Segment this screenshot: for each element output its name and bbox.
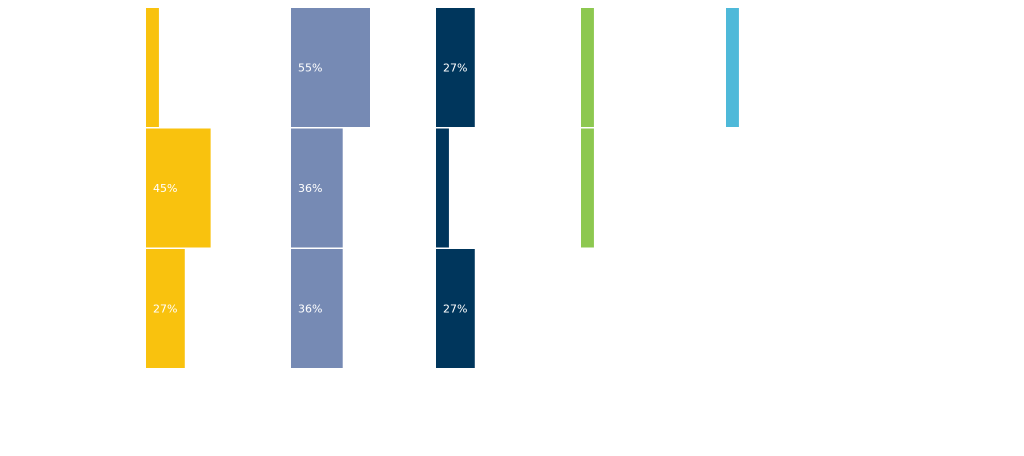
bar-panel1-row1 <box>146 8 159 127</box>
data-label-panel1-row2: 45% <box>153 182 177 195</box>
data-label-panel1-row3: 27% <box>153 303 177 316</box>
bar-panel2-row2 <box>291 128 343 248</box>
data-label-panel2-row1: 55% <box>298 62 322 75</box>
bar-panel2-row3 <box>291 249 343 368</box>
bar-panel4-row2 <box>581 128 594 248</box>
data-label-panel2-row2: 36% <box>298 182 322 195</box>
bar-panel2-row1 <box>291 8 370 127</box>
bar-panel4-row1 <box>581 8 594 127</box>
data-label-panel2-row3: 36% <box>298 303 322 316</box>
data-label-panel3-row1: 27% <box>443 62 467 75</box>
bar-panel1-row2 <box>146 128 211 248</box>
bar-panel3-row1 <box>436 8 475 127</box>
bar-panel5-row1 <box>726 8 739 127</box>
bar-panel3-row3 <box>436 249 475 368</box>
data-label-panel3-row3: 27% <box>443 303 467 316</box>
bar-panel1-row3 <box>146 249 185 368</box>
bar-panel3-row2 <box>436 128 449 248</box>
